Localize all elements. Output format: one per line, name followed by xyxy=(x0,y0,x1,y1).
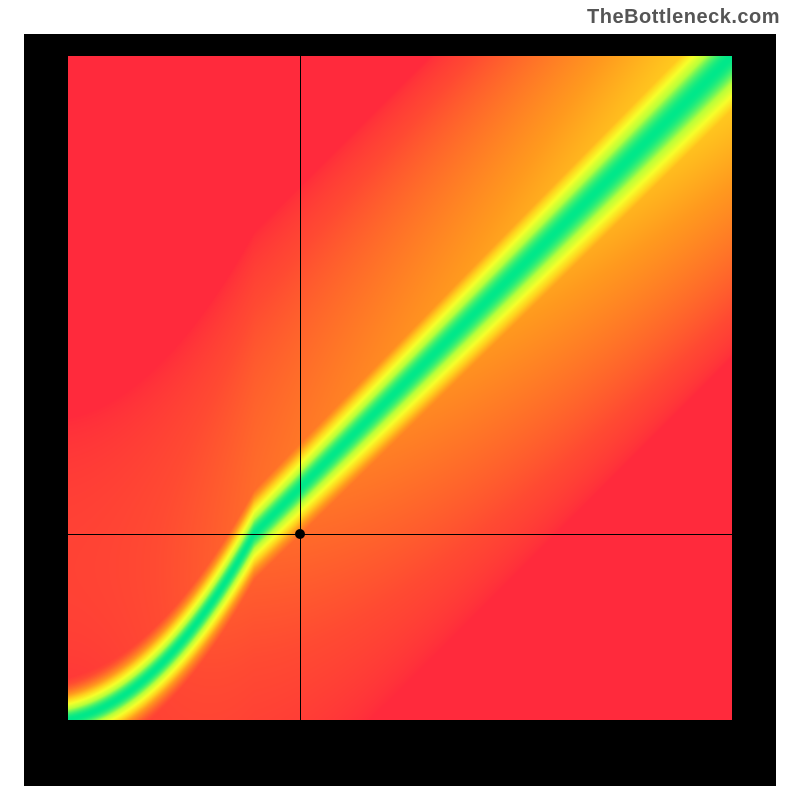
crosshair-vertical xyxy=(300,56,301,720)
heatmap-canvas xyxy=(68,56,732,720)
crosshair-horizontal xyxy=(68,534,732,535)
crosshair-marker xyxy=(295,529,305,539)
watermark-text: TheBottleneck.com xyxy=(587,6,780,29)
plot-frame xyxy=(24,34,776,786)
heatmap-area xyxy=(68,56,732,720)
